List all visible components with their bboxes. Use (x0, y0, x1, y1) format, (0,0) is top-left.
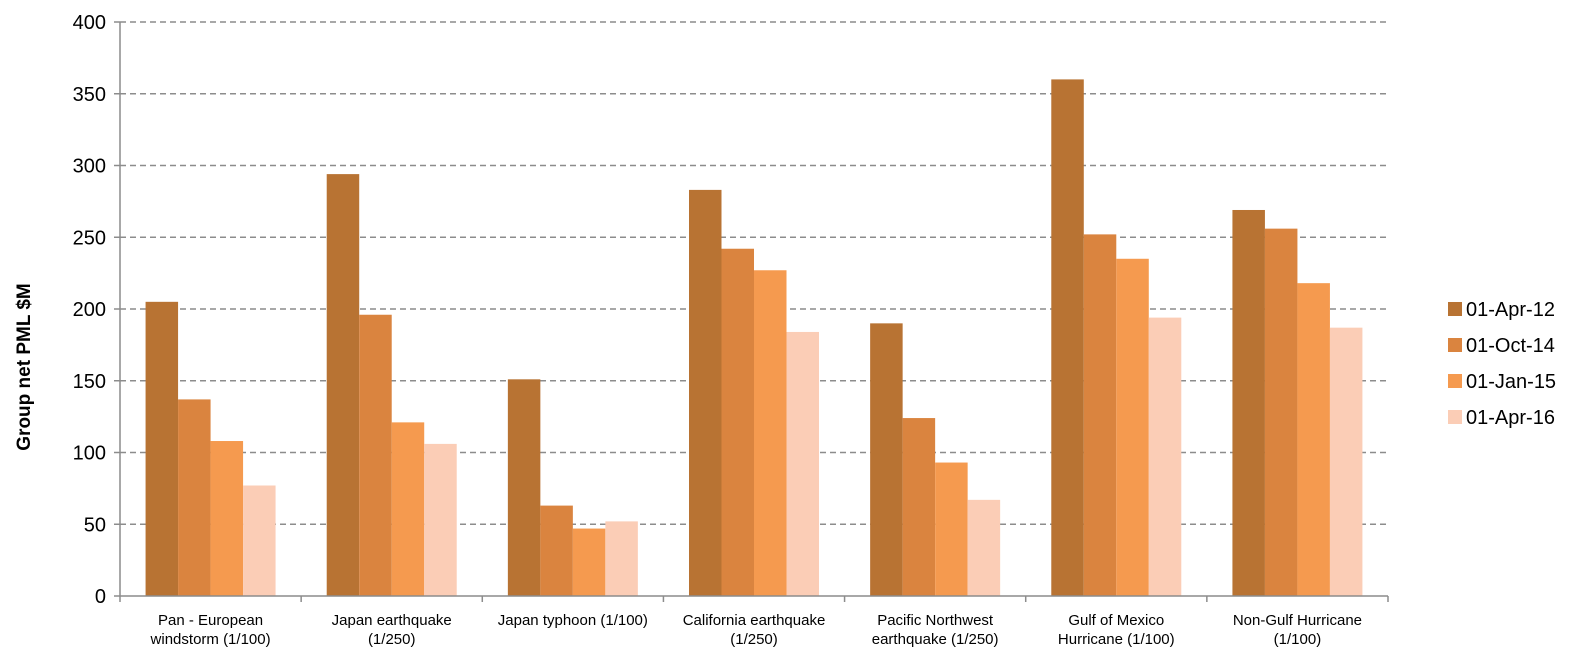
y-tick-label: 350 (73, 84, 106, 106)
x-tick-label: Pan - European (158, 612, 263, 629)
legend: 01-Apr-12 01-Oct-14 01-Jan-15 01-Apr-16 (1448, 299, 1556, 429)
bar (870, 323, 903, 596)
bar (902, 418, 936, 596)
y-tick-label: 0 (95, 586, 106, 608)
bar (1329, 327, 1363, 596)
bar (210, 441, 244, 596)
bar (605, 521, 638, 596)
y-tick-label: 150 (73, 371, 106, 393)
legend-swatch (1448, 410, 1462, 424)
bar (145, 301, 179, 596)
legend-swatch (1448, 302, 1462, 316)
y-tick-label: 100 (73, 443, 106, 465)
bar (689, 189, 722, 596)
bar (967, 499, 1001, 596)
x-tick-label: Non-Gulf Hurricane (1233, 612, 1362, 629)
y-tick-label: 300 (73, 156, 106, 178)
bar (1051, 79, 1084, 596)
y-axis-label: Group net PML $M (14, 283, 35, 450)
x-tick-label: (1/250) (368, 631, 416, 648)
x-tick-label: Japan earthquake (332, 612, 452, 629)
legend-label: 01-Jan-15 (1466, 371, 1556, 393)
legend-label: 01-Apr-16 (1466, 407, 1555, 429)
y-tick-label: 200 (73, 299, 106, 321)
y-tick-label: 50 (84, 514, 106, 536)
bar (243, 485, 276, 596)
bar (1148, 317, 1182, 596)
bar (540, 505, 573, 596)
x-tick-label: earthquake (1/250) (872, 631, 999, 648)
legend-label: 01-Oct-14 (1466, 335, 1555, 357)
bar (754, 270, 787, 596)
x-tick-labels: Pan - European windstorm (1/100) Japan ear… (150, 612, 1362, 648)
bar (424, 443, 457, 596)
bar (178, 399, 211, 596)
bar (1083, 234, 1117, 596)
y-tick-label: 400 (73, 12, 106, 34)
legend-label: 01-Apr-12 (1466, 299, 1555, 321)
bar (326, 174, 360, 597)
bars (145, 79, 1363, 597)
x-tick-label: windstorm (1/100) (150, 631, 271, 648)
x-tick-label: Japan typhoon (1/100) (498, 612, 648, 629)
bar (1264, 228, 1298, 596)
y-tick-labels: 0 50 100 150 200 250 300 350 400 (73, 12, 120, 608)
bar (507, 379, 541, 596)
bar (1116, 258, 1149, 596)
x-tick-label: Pacific Northwest (877, 612, 994, 629)
y-tick-label: 250 (73, 227, 106, 249)
x-tick-label: (1/250) (730, 631, 778, 648)
x-tick-label: Gulf of Mexico (1068, 612, 1164, 629)
bar (1297, 283, 1330, 596)
bar (935, 462, 968, 596)
bar (391, 422, 425, 596)
bar (786, 331, 819, 596)
bar (1232, 209, 1265, 597)
bar (721, 248, 754, 597)
legend-swatch (1448, 374, 1462, 388)
bar (572, 528, 606, 596)
legend-swatch (1448, 338, 1462, 352)
x-tick-label: California earthquake (683, 612, 826, 629)
x-tick-label: (1/100) (1274, 631, 1322, 648)
bar (359, 314, 392, 596)
x-tick-label: Hurricane (1/100) (1058, 631, 1175, 648)
